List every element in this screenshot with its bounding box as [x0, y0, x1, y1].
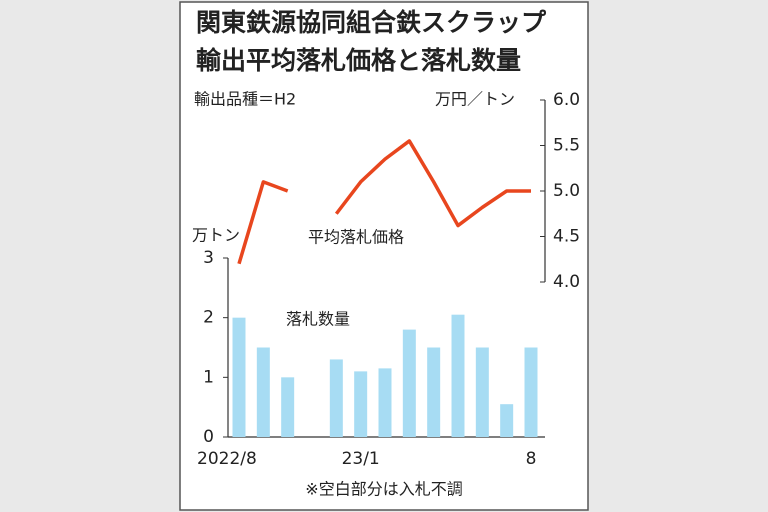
bar — [427, 347, 441, 437]
y2-axis-label: 万円／トン — [435, 90, 515, 109]
bar — [354, 371, 368, 437]
y2-tick-label: 6.0 — [553, 90, 580, 110]
bar — [281, 377, 295, 437]
y-axis-label: 万トン — [192, 226, 240, 245]
x-tick-label: 23/1 — [342, 449, 380, 469]
bar — [256, 347, 270, 437]
y2-tick-label: 5.0 — [553, 181, 580, 201]
bar — [402, 329, 416, 437]
y2-tick-label: 4.5 — [553, 227, 580, 247]
line — [237, 139, 531, 265]
y-tick-label: 0 — [203, 427, 214, 447]
chart-title: 関東鉄源協同組合鉄スクラップ — [196, 8, 547, 37]
bar — [378, 368, 392, 437]
bar — [524, 347, 538, 437]
bar — [500, 404, 514, 437]
y2-tick-label: 4.0 — [553, 272, 580, 292]
subtitle: 輸出品種＝H2 — [194, 90, 296, 109]
series-label: 落札数量 — [286, 310, 350, 329]
footnote: ※空白部分は入札不調 — [305, 480, 462, 499]
x-tick-label: 8 — [526, 449, 537, 469]
series-label: 平均落札価格 — [308, 228, 404, 247]
y2-tick-label: 5.5 — [553, 136, 580, 156]
y-tick-label: 1 — [203, 367, 214, 387]
chart-title: 輸出平均落札価格と落札数量 — [196, 46, 521, 75]
bar — [329, 359, 343, 437]
x-tick-label: 2022/8 — [197, 449, 257, 469]
bar — [475, 347, 489, 437]
y-tick-label: 2 — [203, 308, 214, 328]
y-tick-label: 3 — [203, 248, 214, 268]
bar — [232, 317, 246, 437]
bar — [451, 314, 465, 437]
